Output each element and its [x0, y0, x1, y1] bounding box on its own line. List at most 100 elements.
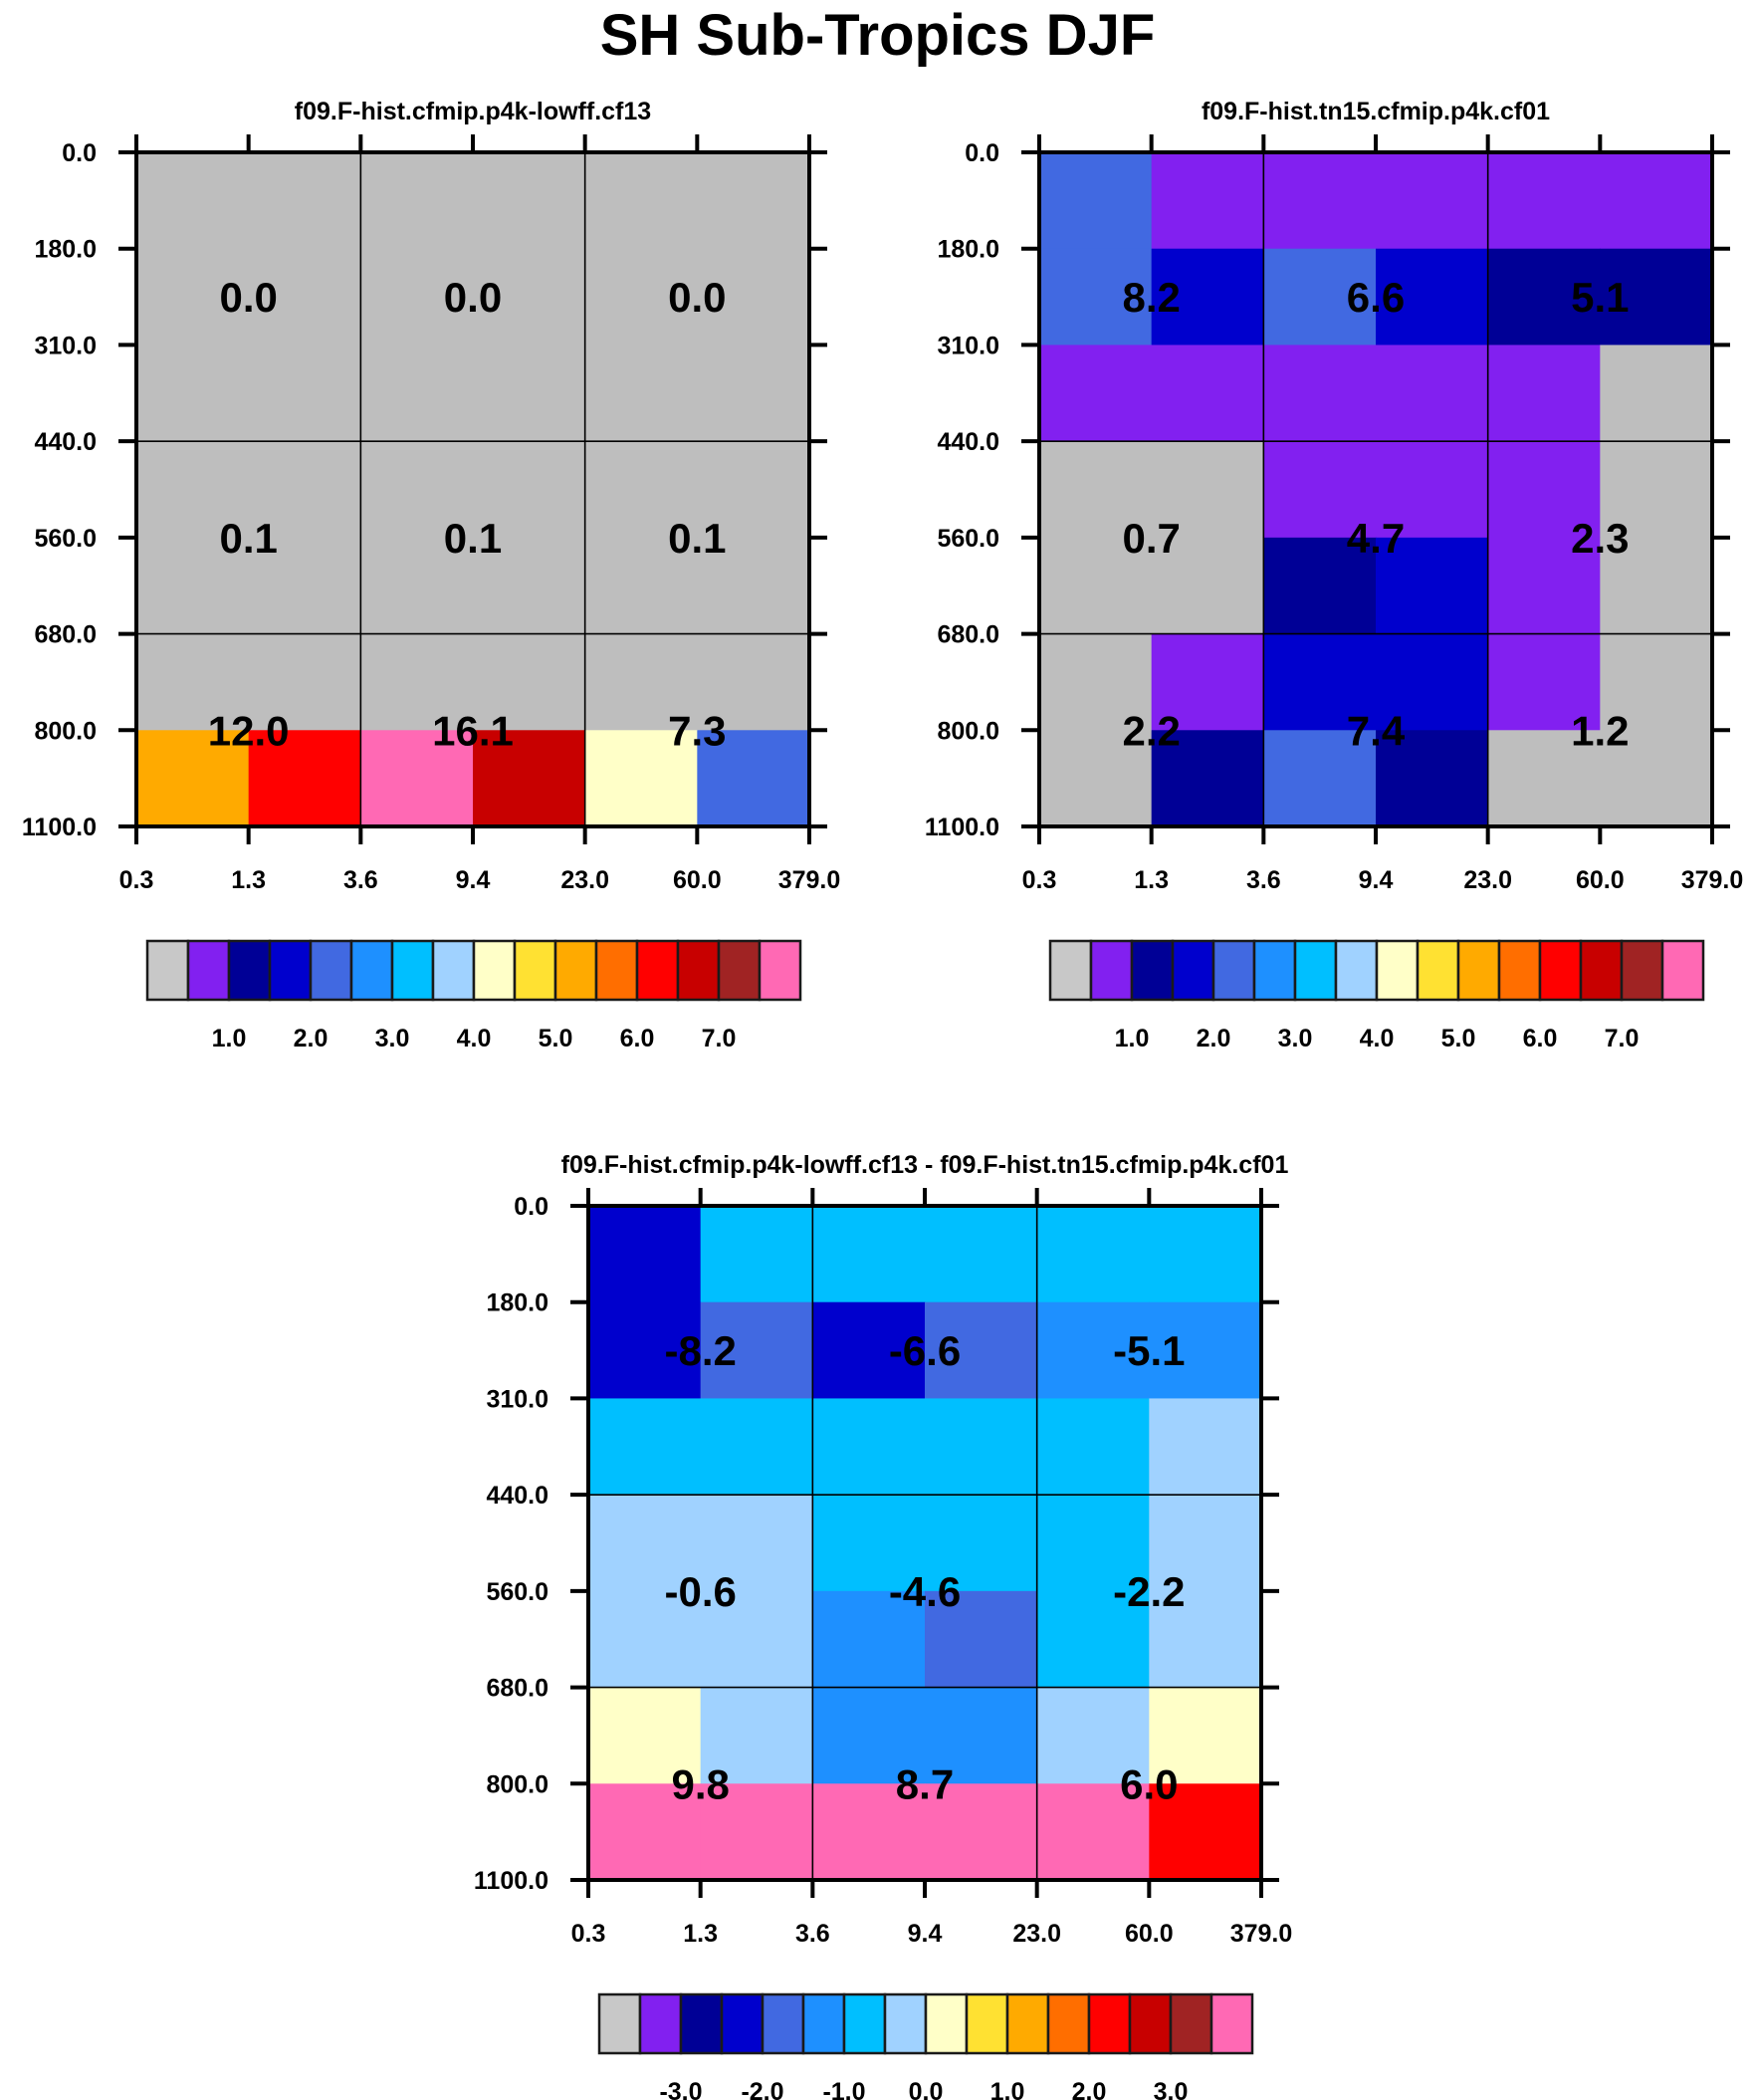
- colorbar-label: 5.0: [1441, 1025, 1476, 1052]
- heatmap-cell: [1036, 1783, 1150, 1881]
- heatmap-cell: [588, 1590, 702, 1689]
- colorbar-label: 3.0: [1154, 2078, 1189, 2100]
- x-tick-label: 9.4: [1359, 866, 1394, 894]
- heatmap-cell: [1039, 730, 1153, 827]
- y-tick-label: 440.0: [34, 428, 97, 456]
- colorbar-box: [761, 1992, 805, 2055]
- colorbar-label: -2.0: [741, 2078, 783, 2100]
- heatmap-cell: [700, 1206, 813, 1303]
- figure-title: SH Sub-Tropics DJF: [599, 3, 1156, 68]
- colorbar-box: [1211, 939, 1256, 1002]
- y-tick-label: 680.0: [937, 621, 999, 649]
- colorbar-box: [1579, 939, 1624, 1002]
- colorbar-box: [1252, 939, 1297, 1002]
- box-value-label: 0.1: [219, 515, 277, 562]
- heatmap-cell: [812, 1783, 926, 1881]
- colorbar-box: [717, 939, 762, 1002]
- heatmap-cell: [925, 1495, 1038, 1592]
- x-tick-label: 379.0: [778, 866, 841, 894]
- x-tick-label: 23.0: [1012, 1920, 1061, 1948]
- y-tick-label: 0.0: [965, 139, 999, 167]
- colorbar-box: [1416, 939, 1460, 1002]
- colorbar-label: 7.0: [1605, 1025, 1640, 1052]
- colorbar-box: [801, 1992, 846, 2055]
- colorbar-label: 7.0: [702, 1025, 737, 1052]
- heatmap-cell: [1600, 248, 1713, 347]
- heatmap-cell: [248, 248, 361, 347]
- colorbar-box: [1171, 939, 1215, 1002]
- colorbar-box: [1089, 939, 1134, 1002]
- heatmap-cell: [1376, 345, 1489, 442]
- y-tick-label: 310.0: [937, 332, 999, 359]
- heatmap-cell: [136, 537, 250, 635]
- heatmap-cell: [588, 1398, 702, 1496]
- colorbar-box: [758, 939, 802, 1002]
- y-tick-label: 680.0: [486, 1675, 548, 1703]
- heatmap-cell: [1487, 248, 1601, 347]
- heatmap-cell: [697, 730, 810, 827]
- heatmap-cell: [360, 633, 474, 731]
- heatmap-cell: [248, 152, 361, 250]
- heatmap-cell: [1263, 537, 1377, 635]
- heatmap-cell: [136, 441, 250, 539]
- heatmap-cell: [248, 730, 361, 827]
- heatmap-cell: [697, 633, 810, 731]
- y-tick-label: 1100.0: [925, 814, 999, 841]
- colorbar-label: -3.0: [659, 2078, 702, 2100]
- colorbar-box: [472, 939, 517, 1002]
- heatmap-cell: [136, 633, 250, 731]
- heatmap-cell: [700, 1398, 813, 1496]
- colorbar-label: 2.0: [294, 1025, 329, 1052]
- box-value-label: 16.1: [432, 707, 514, 754]
- box-value-label: 8.7: [896, 1760, 954, 1807]
- colorbar-box: [349, 939, 394, 1002]
- heatmap-cell: [925, 1783, 1038, 1881]
- colorbar-box: [513, 939, 557, 1002]
- heatmap-cell: [700, 1783, 813, 1881]
- box-value-label: 2.3: [1571, 515, 1629, 562]
- colorbar-box: [309, 939, 353, 1002]
- y-tick-label: 560.0: [937, 525, 999, 553]
- heatmap-cell: [136, 152, 250, 250]
- colorbar-box: [390, 939, 435, 1002]
- x-tick-label: 23.0: [560, 866, 609, 894]
- x-tick-label: 1.3: [683, 1920, 718, 1948]
- x-tick-label: 60.0: [1576, 866, 1625, 894]
- heatmap-cell: [473, 152, 586, 250]
- heatmap-cell: [925, 1301, 1038, 1400]
- colorbar-label: 6.0: [620, 1025, 655, 1052]
- y-tick-label: 440.0: [937, 428, 999, 456]
- heatmap-cell: [584, 633, 698, 731]
- heatmap-cell: [1151, 730, 1264, 827]
- colorbar-box: [1293, 939, 1338, 1002]
- heatmap-cell: [360, 248, 474, 347]
- x-tick-label: 9.4: [908, 1920, 943, 1948]
- heatmap-cell: [473, 345, 586, 442]
- heatmap-cell: [812, 1206, 926, 1303]
- heatmap-cell: [584, 441, 698, 539]
- heatmap-cell: [1487, 345, 1601, 442]
- heatmap-cell: [700, 1590, 813, 1689]
- heatmap-cell: [1376, 537, 1489, 635]
- box-value-label: 0.0: [444, 274, 502, 321]
- heatmap-cell: [1036, 1590, 1150, 1689]
- colorbar-box: [268, 939, 313, 1002]
- heatmap-cell: [1263, 152, 1377, 250]
- heatmap-cell: [248, 537, 361, 635]
- heatmap-cell: [1149, 1783, 1262, 1881]
- box-value-label: 0.0: [219, 274, 277, 321]
- colorbar-box: [1130, 939, 1175, 1002]
- x-tick-label: 0.3: [571, 1920, 606, 1948]
- colorbar-box: [186, 939, 231, 1002]
- heatmap-cell: [1263, 441, 1377, 539]
- heatmap-cell: [248, 441, 361, 539]
- colorbar: -3.0 -2.0 -1.0 0.0 1.0 2.0 3.0: [597, 1992, 1254, 2100]
- heatmap-cell: [588, 1495, 702, 1592]
- box-value-label: 6.0: [1120, 1760, 1178, 1807]
- box-value-label: 9.8: [671, 1760, 729, 1807]
- heatmap-cell: [925, 1398, 1038, 1496]
- heatmap-cell: [812, 1398, 926, 1496]
- heatmap-cell: [1039, 633, 1153, 731]
- x-tick-label: 23.0: [1463, 866, 1512, 894]
